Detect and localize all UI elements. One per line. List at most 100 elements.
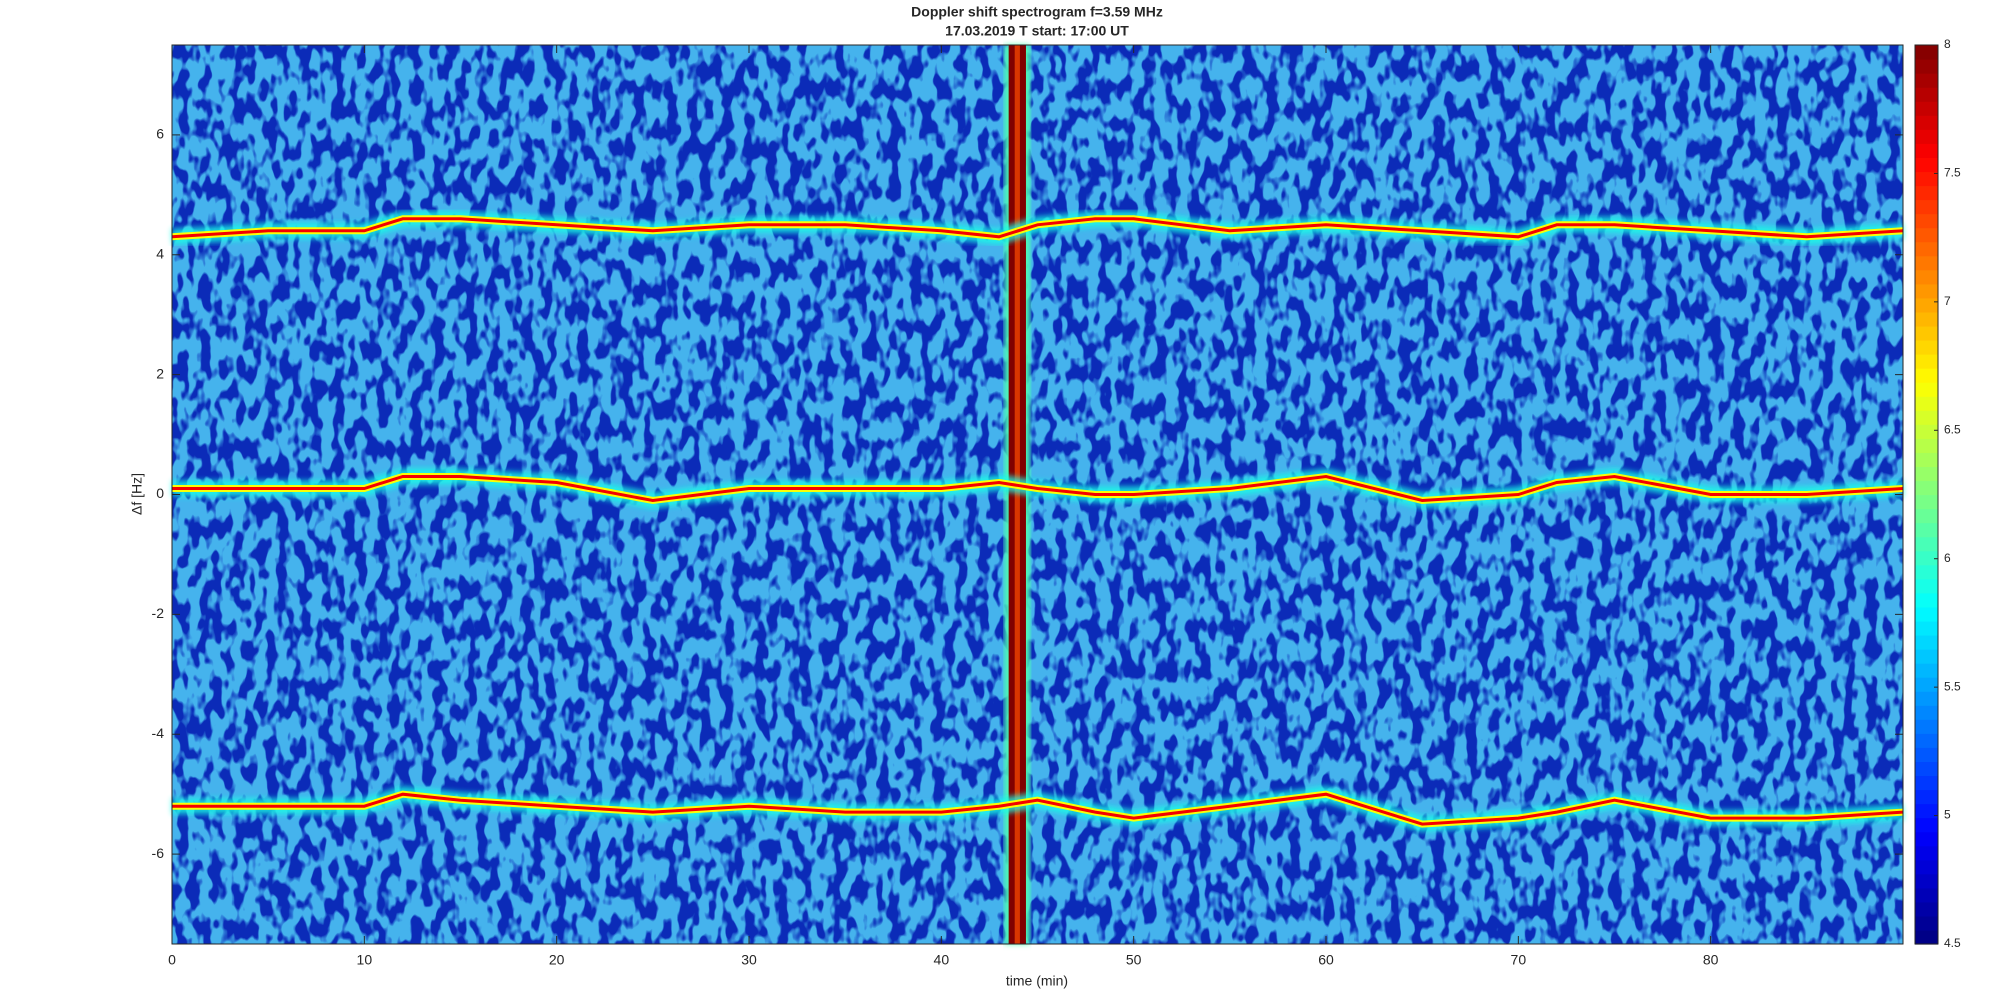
colorbar-step: [1915, 297, 1938, 313]
colorbar-step: [1915, 480, 1938, 496]
colorbar-step: [1915, 410, 1938, 425]
trace: [172, 474, 1904, 503]
x-tick-label: 30: [741, 952, 757, 968]
x-tick-label: 20: [549, 952, 565, 968]
colorbar-step: [1915, 817, 1938, 833]
colorbar-step: [1915, 382, 1938, 397]
colorbar-step: [1915, 241, 1938, 257]
colorbar-step: [1915, 396, 1938, 411]
colorbar-step: [1915, 452, 1938, 468]
x-tick-label: 80: [1703, 952, 1719, 968]
colorbar-step: [1915, 157, 1938, 173]
y-tick-label: 4: [156, 245, 164, 261]
colorbar-step: [1915, 705, 1938, 720]
colorbar-step: [1915, 199, 1938, 215]
y-tick-label: 2: [156, 365, 164, 381]
y-tick-label: 6: [156, 126, 164, 142]
colorbar-step: [1915, 143, 1938, 158]
colorbar-step: [1915, 761, 1938, 777]
colorbar-step: [1915, 719, 1938, 734]
marks: [171, 45, 1904, 944]
x-tick-label: 50: [1126, 952, 1142, 968]
colorbar-tick-label: 4.5: [1944, 936, 1961, 950]
colorbar-step: [1915, 733, 1938, 748]
colorbar-step: [1915, 368, 1938, 383]
colorbar-step: [1915, 677, 1938, 692]
x-tick-label: 0: [168, 952, 176, 968]
colorbar-tick-label: 5: [1944, 808, 1951, 822]
colorbar-step: [1915, 789, 1938, 805]
colorbar-step: [1915, 325, 1938, 341]
x-tick-label: 70: [1511, 952, 1527, 968]
colorbar-step: [1915, 606, 1938, 622]
interference-core: [1014, 45, 1020, 944]
colorbar-step: [1915, 578, 1938, 594]
colorbar-step: [1915, 508, 1938, 524]
colorbar-tick-label: 6: [1944, 551, 1951, 565]
colorbar-step: [1915, 227, 1938, 243]
colorbar-step: [1915, 803, 1938, 819]
colorbar-step: [1915, 831, 1938, 847]
colorbar-step: [1915, 129, 1938, 144]
colorbar-tick-label: 7: [1944, 294, 1951, 308]
y-axis-label: Δf [Hz]: [129, 473, 145, 515]
colorbar-step: [1915, 564, 1938, 580]
colorbar-step: [1915, 438, 1938, 453]
colorbar-step: [1915, 747, 1938, 762]
y-tick-label: 0: [156, 485, 164, 501]
colorbar-tick-label: 5.5: [1944, 679, 1961, 693]
colorbar-step: [1915, 859, 1938, 875]
chart-subtitle: 17.03.2019 T start: 17:00 UT: [945, 23, 1129, 39]
y-tick-label: -4: [152, 725, 165, 741]
colorbar-step: [1915, 311, 1938, 327]
colorbar: 4.5 5 5.5 6 6.5 7 7.5 8: [1914, 37, 1961, 950]
colorbar-step: [1915, 283, 1938, 299]
colorbar-step: [1915, 901, 1938, 917]
colorbar-step: [1915, 171, 1938, 187]
x-tick-label: 60: [1318, 952, 1334, 968]
colorbar-step: [1915, 339, 1938, 355]
colorbar-tick-label: 8: [1944, 37, 1951, 51]
colorbar-step: [1915, 424, 1938, 439]
colorbar-step: [1915, 354, 1938, 369]
y-tick-label: -2: [152, 605, 165, 621]
colorbar-step: [1915, 45, 1938, 60]
colorbar-step: [1915, 691, 1938, 706]
colorbar-step: [1915, 634, 1938, 650]
x-axis-label: time (min): [1006, 973, 1068, 989]
colorbar-step: [1915, 620, 1938, 636]
x-tick-label: 40: [934, 952, 950, 968]
colorbar-step: [1915, 550, 1938, 566]
trace: [172, 792, 1904, 826]
colorbar-step: [1915, 915, 1938, 931]
trace: [171, 217, 1904, 239]
colorbar-step: [1915, 269, 1938, 285]
colorbar-step: [1915, 873, 1938, 889]
colorbar-step: [1915, 185, 1938, 201]
colorbar-step: [1915, 887, 1938, 903]
y-tick-label: -6: [152, 845, 165, 861]
colorbar-tick-label: 6.5: [1944, 422, 1961, 436]
colorbar-step: [1915, 73, 1938, 88]
colorbar-frame: [1914, 44, 1939, 945]
colorbar-step: [1915, 929, 1938, 945]
colorbar-step: [1915, 59, 1938, 74]
colorbar-step: [1915, 466, 1938, 482]
colorbar-step: [1915, 775, 1938, 791]
colorbar-step: [1915, 494, 1938, 510]
colorbar-step: [1915, 101, 1938, 116]
colorbar-step: [1915, 592, 1938, 608]
colorbar-step: [1915, 522, 1938, 538]
colorbar-step: [1915, 255, 1938, 271]
x-tick-label: 10: [357, 952, 373, 968]
colorbar-step: [1915, 536, 1938, 552]
colorbar-tick-label: 7.5: [1944, 166, 1961, 180]
chart-title: Doppler shift spectrogram f=3.59 MHz: [911, 4, 1163, 20]
colorbar-step: [1915, 87, 1938, 102]
colorbar-step: [1915, 845, 1938, 861]
colorbar-step: [1915, 663, 1938, 678]
colorbar-step: [1915, 115, 1938, 130]
colorbar-step: [1915, 213, 1938, 229]
colorbar-step: [1915, 649, 1938, 664]
